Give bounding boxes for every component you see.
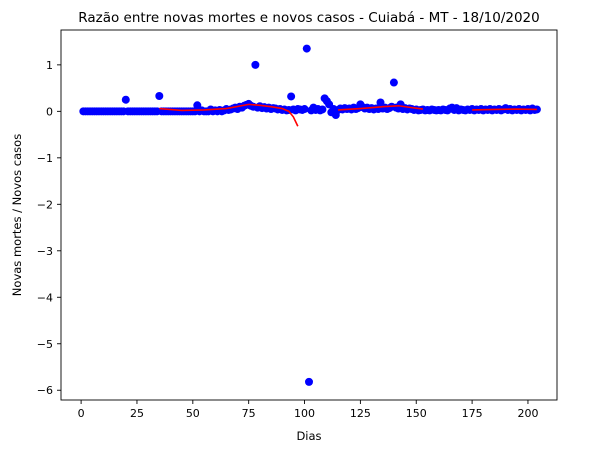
- x-axis: 0 25 50 75 100 125 150 175 200: [78, 400, 538, 420]
- y-axis-label: Novas mortes / Novos casos: [10, 134, 24, 296]
- scatter-point: [305, 377, 313, 386]
- axes-frame: [60, 29, 558, 401]
- x-tick-label: 50: [186, 407, 200, 420]
- y-tick-label: −4: [37, 291, 53, 304]
- x-tick-label: 200: [517, 407, 538, 420]
- trend-line-3: [472, 108, 537, 111]
- scatter-point: [155, 92, 164, 101]
- y-tick-label: −5: [37, 338, 53, 351]
- x-axis-label: Dias: [296, 429, 321, 443]
- x-tick-label: 125: [350, 407, 371, 420]
- y-tick-label: −2: [37, 198, 53, 211]
- y-tick-label: −6: [37, 384, 53, 397]
- chart-title: Razão entre novas mortes e novos casos -…: [78, 10, 539, 26]
- y-tick-label: 1: [46, 59, 53, 72]
- scatter-point: [300, 105, 309, 114]
- x-tick-label: 150: [406, 407, 427, 420]
- scatter-point: [251, 60, 260, 69]
- scatter-point: [121, 95, 130, 104]
- scatter-point: [318, 105, 327, 114]
- scatter-point: [302, 44, 311, 53]
- y-axis: 1 0 −1 −2 −3 −4 −5 −6: [37, 59, 61, 397]
- y-tick-label: 0: [46, 105, 53, 118]
- x-tick-label: 75: [242, 407, 256, 420]
- x-tick-label: 0: [78, 407, 85, 420]
- plot-area: [79, 44, 541, 386]
- trend-line-2: [338, 104, 424, 111]
- y-tick-label: −3: [37, 245, 53, 258]
- y-tick-label: −1: [37, 152, 53, 165]
- scatter-point: [389, 78, 398, 87]
- x-tick-label: 25: [130, 407, 144, 420]
- x-tick-label: 175: [462, 407, 483, 420]
- x-tick-label: 100: [294, 407, 315, 420]
- scatter-point: [287, 92, 296, 101]
- trend-line-1: [159, 103, 299, 127]
